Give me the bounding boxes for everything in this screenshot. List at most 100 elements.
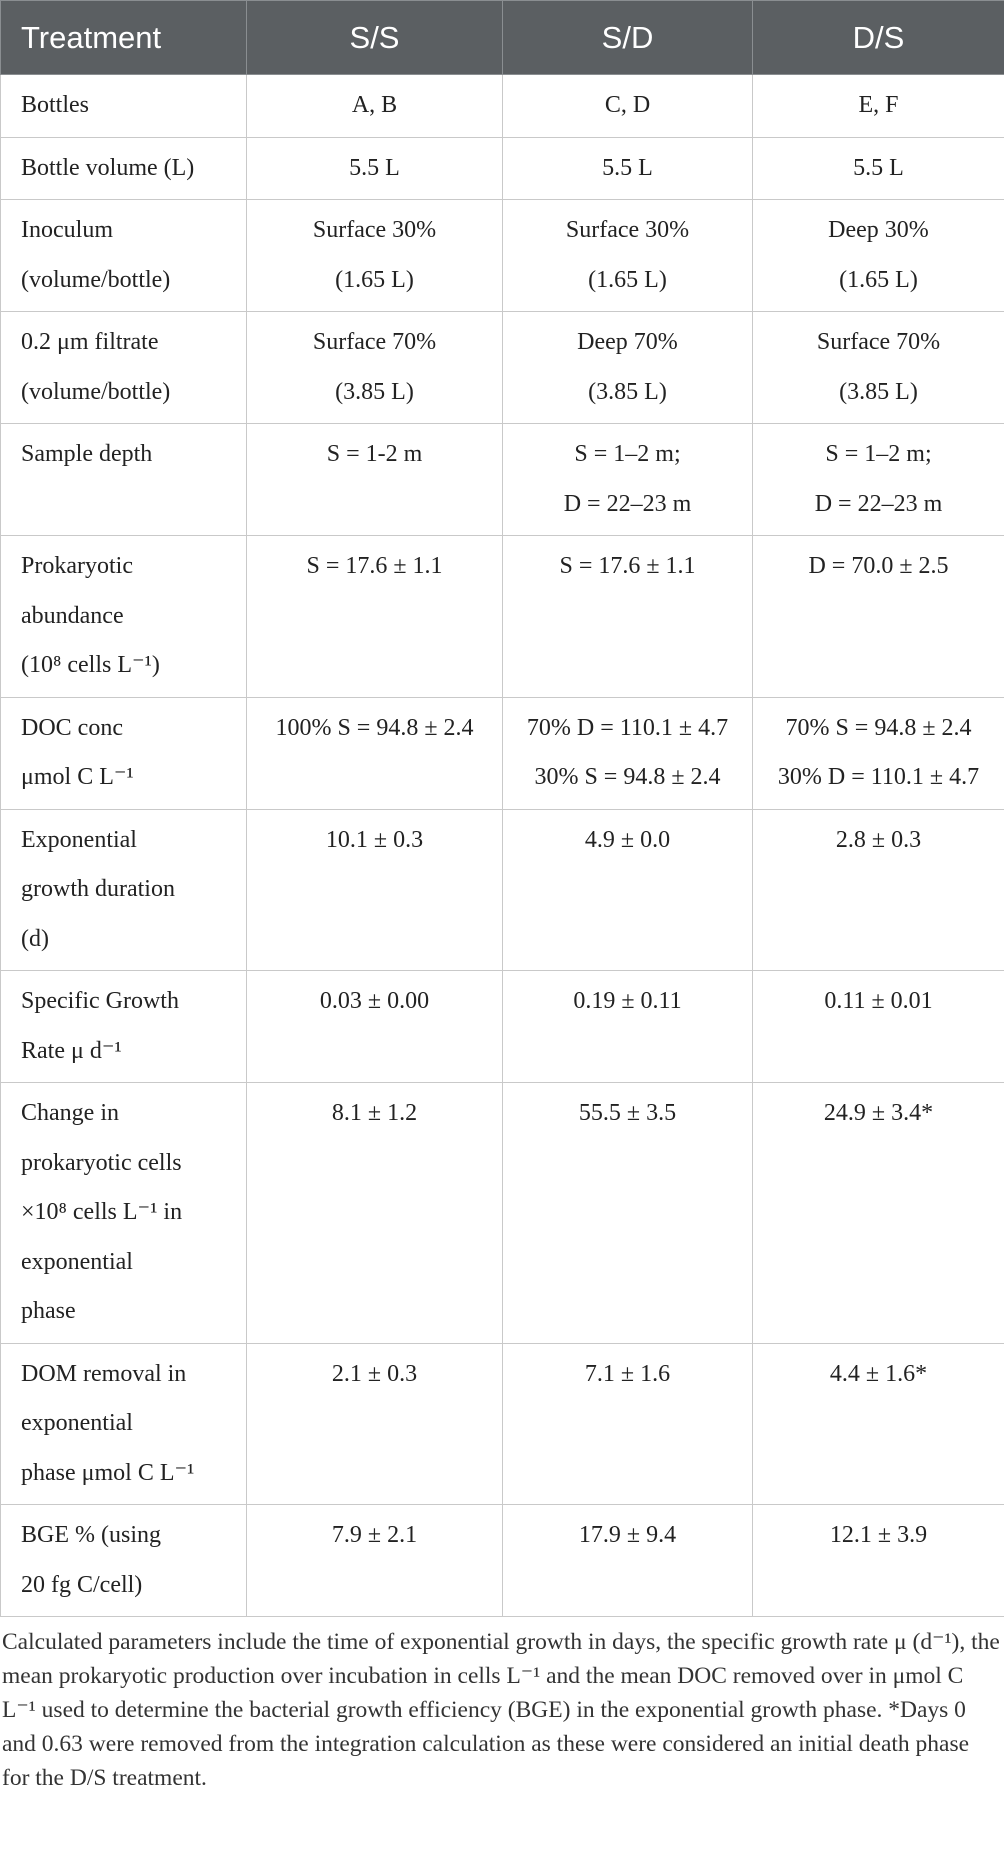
value-cell: Surface 30% (1.65 L) <box>502 199 753 312</box>
cell-line: S = 17.6 ± 1.1 <box>306 553 443 579</box>
value-cell: 70% D = 110.1 ± 4.7 30% S = 94.8 ± 2.4 <box>502 696 753 810</box>
cell-line: E, F <box>858 92 899 118</box>
value-cell: 5.5 L <box>752 136 1004 200</box>
cell-line: Surface 30% <box>312 217 437 243</box>
cell-line: 12.1 ± 3.9 <box>829 1522 928 1548</box>
row-label: BGE % (using 20 fg C/cell) <box>0 1504 247 1617</box>
cell-line: exponential <box>21 1248 133 1275</box>
cell-line: 7.9 ± 2.1 <box>331 1522 418 1548</box>
row-label: Sample depth <box>0 423 247 536</box>
cell-line: growth duration <box>21 876 175 902</box>
cell-line: phase <box>21 1298 76 1324</box>
cell-line: 2.1 ± 0.3 <box>331 1360 418 1387</box>
cell-line: ×10⁸ cells L⁻¹ in <box>21 1199 183 1225</box>
cell-line: 70% D = 110.1 ± 4.7 <box>526 714 729 741</box>
cell-line: 5.5 L <box>853 154 904 181</box>
cell-line: Exponential <box>21 826 137 853</box>
cell-line: 5.5 L <box>602 154 653 181</box>
value-cell: 5.5 L <box>502 136 753 200</box>
value-cell: Deep 30% (1.65 L) <box>752 199 1004 312</box>
value-cell: Surface 70% (3.85 L) <box>752 311 1004 424</box>
value-cell: D = 70.0 ± 2.5 <box>752 535 1004 698</box>
cell-line: 0.2 μm filtrate <box>21 329 159 355</box>
row-label: Bottles <box>0 74 247 138</box>
cell-line: (3.85 L) <box>588 378 667 405</box>
cell-line: μmol C L⁻¹ <box>21 764 134 790</box>
cell-line: (1.65 L) <box>588 266 667 293</box>
value-cell: 7.9 ± 2.1 <box>246 1504 503 1617</box>
cell-line: exponential <box>21 1410 133 1436</box>
cell-line: Surface 70% <box>312 329 437 355</box>
value-cell: 7.1 ± 1.6 <box>502 1342 753 1505</box>
header-row: Treatment S/S S/D D/S <box>0 0 1004 75</box>
cell-line: 24.9 ± 3.4* <box>823 1100 934 1126</box>
cell-line: 55.5 ± 3.5 <box>578 1100 677 1126</box>
row-label: Prokaryotic abundance (10⁸ cells L⁻¹) <box>0 535 247 698</box>
value-cell: S = 1-2 m <box>246 423 503 536</box>
table-row: Bottle volume (L) 5.5 L 5.5 L 5.5 L <box>0 136 1004 200</box>
cell-line: Surface 30% <box>565 217 690 243</box>
value-cell: 10.1 ± 0.3 <box>246 808 503 971</box>
value-cell: S = 17.6 ± 1.1 <box>246 535 503 698</box>
row-label: DOC conc μmol C L⁻¹ <box>0 696 247 810</box>
cell-line: 8.1 ± 1.2 <box>331 1100 418 1126</box>
cell-line: 30% D = 110.1 ± 4.7 <box>777 764 980 790</box>
table-row: Prokaryotic abundance (10⁸ cells L⁻¹) S = 1… <box>0 535 1004 698</box>
value-cell: Surface 30% (1.65 L) <box>246 199 503 312</box>
cell-line: 10.1 ± 0.3 <box>325 826 424 853</box>
cell-line: Specific Growth <box>21 988 179 1014</box>
cell-line: Change in <box>21 1100 119 1126</box>
cell-line: C, D <box>604 92 651 118</box>
table-row: 0.2 μm filtrate (volume/bottle) Surface 70… <box>0 311 1004 424</box>
cell-line: Rate μ d⁻¹ <box>21 1037 122 1064</box>
cell-line: Inoculum <box>21 217 113 243</box>
value-cell: C, D <box>502 74 753 138</box>
header-cell: D/S <box>752 0 1004 75</box>
cell-line: 30% S = 94.8 ± 2.4 <box>534 764 721 790</box>
cell-line: (volume/bottle) <box>21 378 171 405</box>
cell-line: 70% S = 94.8 ± 2.4 <box>785 714 972 741</box>
value-cell: 17.9 ± 9.4 <box>502 1504 753 1617</box>
value-cell: S = 1–2 m; D = 22–23 m <box>502 423 753 536</box>
cell-line: 0.19 ± 0.11 <box>573 988 682 1014</box>
cell-line: Bottles <box>21 92 90 118</box>
row-label: 0.2 μm filtrate (volume/bottle) <box>0 311 247 424</box>
value-cell: A, B <box>246 74 503 138</box>
cell-line: S = 1–2 m; <box>574 441 681 467</box>
table-row: Exponential growth duration (d) 10.1 ± 0.3 4… <box>0 808 1004 971</box>
cell-line: D = 22–23 m <box>814 490 943 517</box>
cell-line: abundance <box>21 602 124 629</box>
value-cell: 8.1 ± 1.2 <box>246 1082 503 1344</box>
cell-line: 17.9 ± 9.4 <box>578 1522 677 1548</box>
header-cell: S/S <box>246 0 503 75</box>
cell-line: (1.65 L) <box>839 266 918 293</box>
row-label: Specific Growth Rate μ d⁻¹ <box>0 970 247 1083</box>
cell-line: S = 1-2 m <box>326 441 423 467</box>
table-row: Bottles A, B C, D E, F <box>0 74 1004 138</box>
row-label: Inoculum (volume/bottle) <box>0 199 247 312</box>
table-row: BGE % (using 20 fg C/cell) 7.9 ± 2.1 17.9 ±… <box>0 1504 1004 1617</box>
value-cell: 12.1 ± 3.9 <box>752 1504 1004 1617</box>
value-cell: 4.9 ± 0.0 <box>502 808 753 971</box>
table-row: Specific Growth Rate μ d⁻¹ 0.03 ± 0.00 0.19… <box>0 970 1004 1083</box>
value-cell: E, F <box>752 74 1004 138</box>
cell-line: prokaryotic cells <box>21 1149 182 1176</box>
row-label: Change in prokaryotic cells ×10⁸ cells L⁻¹… <box>0 1082 247 1344</box>
value-cell: 4.4 ± 1.6* <box>752 1342 1004 1505</box>
cell-line: 4.9 ± 0.0 <box>584 826 671 853</box>
cell-line: 0.03 ± 0.00 <box>319 988 430 1014</box>
value-cell: S = 1–2 m; D = 22–23 m <box>752 423 1004 536</box>
cell-line: Bottle volume (L) <box>21 154 195 181</box>
cell-line: (volume/bottle) <box>21 266 171 293</box>
cell-line: S = 1–2 m; <box>825 441 932 467</box>
value-cell: 2.8 ± 0.3 <box>752 808 1004 971</box>
cell-line: (d) <box>21 925 49 952</box>
table-row: Sample depth S = 1-2 m S = 1–2 m; D = 22–23… <box>0 423 1004 536</box>
value-cell: 24.9 ± 3.4* <box>752 1082 1004 1344</box>
table-row: Change in prokaryotic cells ×10⁸ cells L⁻¹… <box>0 1082 1004 1344</box>
value-cell: 70% S = 94.8 ± 2.4 30% D = 110.1 ± 4.7 <box>752 696 1004 810</box>
cell-line: Surface 70% <box>816 329 941 355</box>
cell-line: 20 fg C/cell) <box>21 1571 143 1598</box>
cell-line: DOC conc <box>21 714 123 741</box>
